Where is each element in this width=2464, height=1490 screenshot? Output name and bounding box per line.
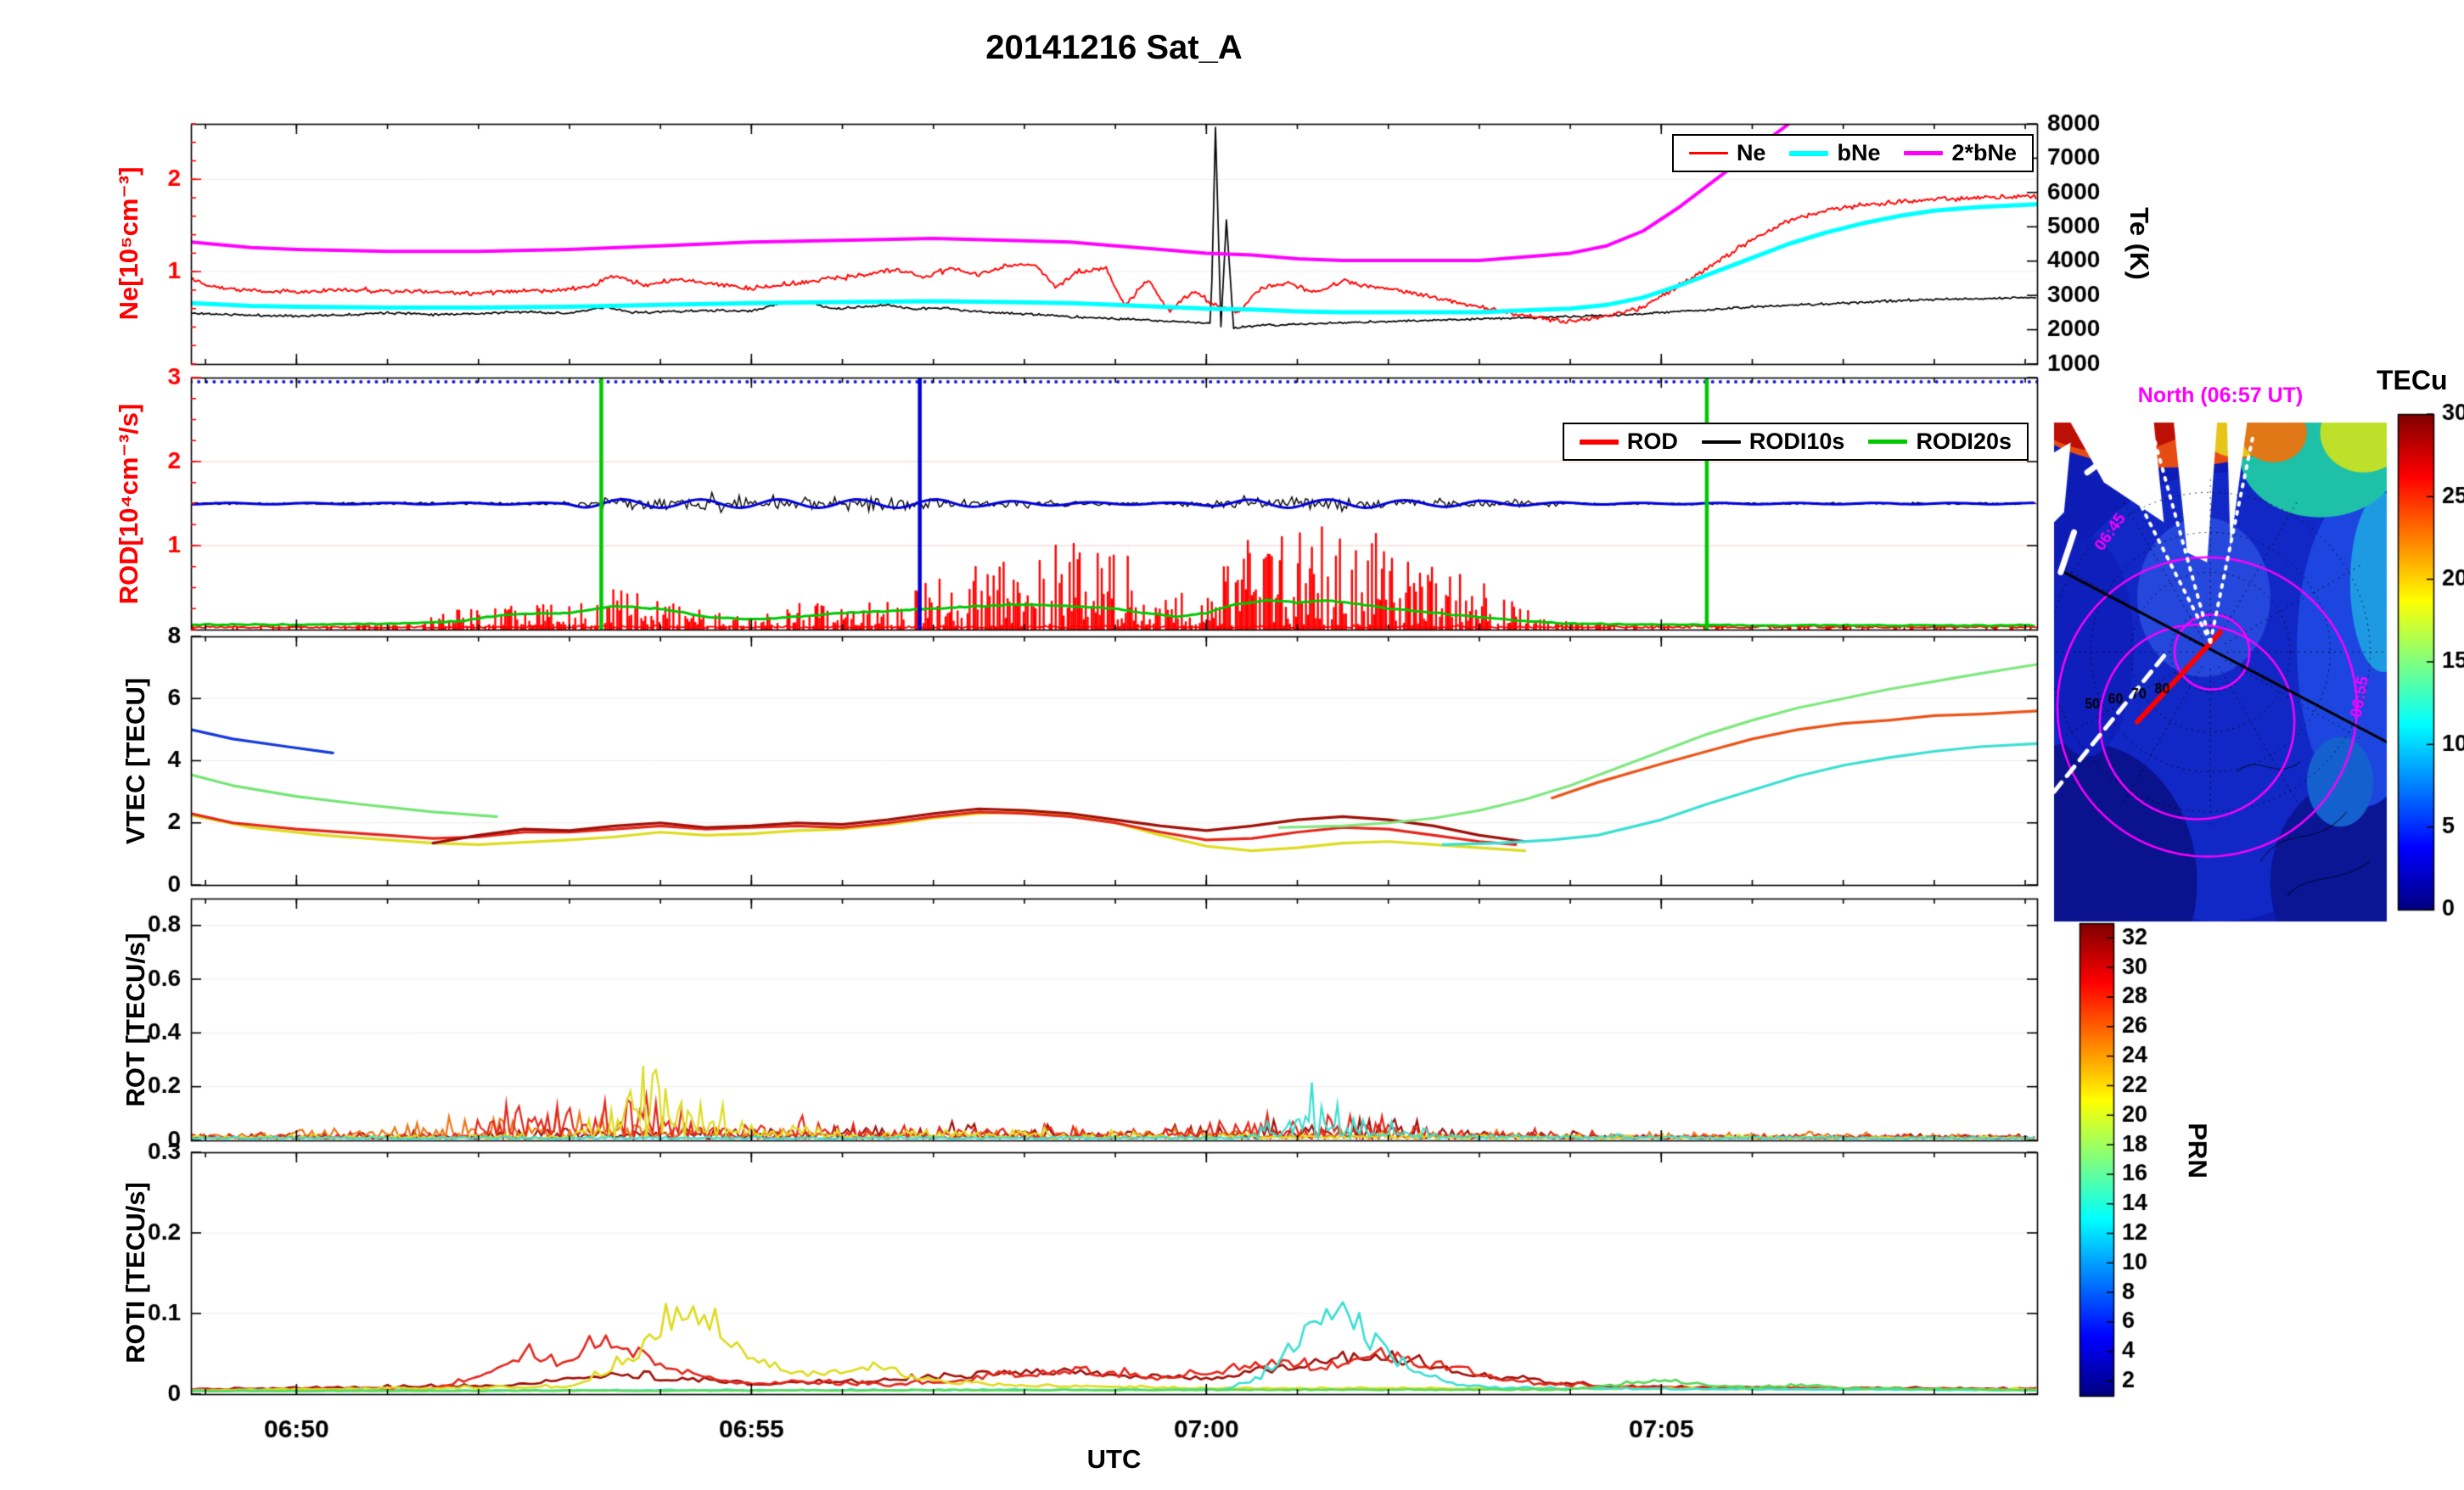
vtec-axis-label: VTEC [TECU] bbox=[121, 677, 150, 845]
legend-ne-panel: Ne bNe 2*bNe bbox=[1671, 134, 2034, 172]
legend-item-label: bNe bbox=[1837, 140, 1881, 165]
legend-item: ROD bbox=[1579, 429, 1678, 455]
legend-line-sample bbox=[1579, 439, 1619, 445]
legend-line-sample bbox=[1688, 152, 1728, 154]
rod-axis-label: ROD[10⁴cm⁻³/s] bbox=[114, 403, 143, 605]
legend-item-label: RODI10s bbox=[1748, 429, 1845, 454]
legend-item-label: RODI20s bbox=[1916, 429, 2012, 454]
prn-colorbar-label: PRN bbox=[2182, 1123, 2213, 1179]
legend-line-sample bbox=[1701, 440, 1741, 444]
map-title: North (06:57 UT) bbox=[2137, 384, 2304, 407]
roti-axis-label: ROTI [TECU/s] bbox=[121, 1182, 150, 1364]
legend-line-sample bbox=[1904, 151, 1944, 155]
te-axis-label: Te (K) bbox=[2124, 207, 2154, 280]
x-axis-label: UTC bbox=[1086, 1444, 1142, 1474]
legend-item: 2*bNe bbox=[1904, 140, 2017, 166]
legend-item: Ne bbox=[1688, 140, 1766, 166]
legend-item-label: 2*bNe bbox=[1951, 140, 2017, 165]
legend-item-label: ROD bbox=[1626, 429, 1678, 454]
legend-item: bNe bbox=[1789, 140, 1880, 166]
ne-axis-label: Ne[10⁵cm⁻³] bbox=[114, 166, 143, 321]
legend-rod-panel: ROD RODI10s RODI20s bbox=[1562, 423, 2029, 461]
legend-line-sample bbox=[1789, 150, 1829, 156]
legend-item-label: Ne bbox=[1736, 140, 1766, 165]
rot-axis-label: ROT [TECU/s] bbox=[121, 933, 150, 1107]
legend-line-sample bbox=[1868, 440, 1908, 444]
tecu-colorbar-title: TECu bbox=[2377, 365, 2448, 395]
legend-item: RODI10s bbox=[1701, 429, 1845, 455]
figure-title: 20141216 Sat_A bbox=[985, 29, 1243, 66]
legend-item: RODI20s bbox=[1868, 429, 2012, 455]
